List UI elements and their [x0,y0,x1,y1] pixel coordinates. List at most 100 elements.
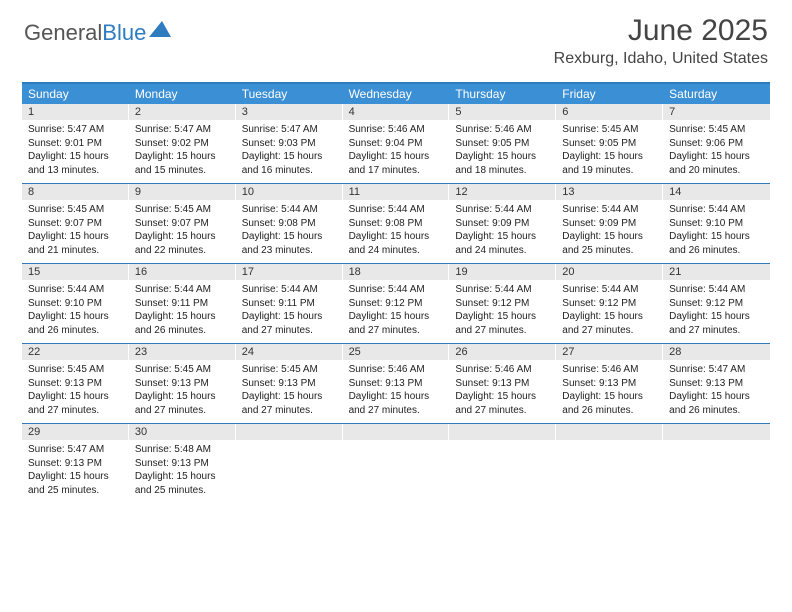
day-details: Sunrise: 5:46 AMSunset: 9:13 PMDaylight:… [449,360,556,417]
sunrise-line: Sunrise: 5:46 AM [349,123,444,137]
location-label: Rexburg, Idaho, United States [554,50,768,68]
sunrise-line: Sunrise: 5:47 AM [28,443,123,457]
daylight-line: Daylight: 15 hours and 21 minutes. [28,230,123,257]
calendar-cell: 29Sunrise: 5:47 AMSunset: 9:13 PMDayligh… [22,424,129,503]
daylight-line: Daylight: 15 hours and 13 minutes. [28,150,123,177]
sunrise-line: Sunrise: 5:47 AM [135,123,230,137]
day-header-thursday: Thursday [449,84,556,104]
sunrise-line: Sunrise: 5:46 AM [562,363,657,377]
logo: GeneralBlue [24,14,171,46]
calendar-cell: 26Sunrise: 5:46 AMSunset: 9:13 PMDayligh… [449,344,556,423]
day-number: 7 [663,104,770,120]
daylight-line: Daylight: 15 hours and 17 minutes. [349,150,444,177]
logo-text-general: General [24,20,102,46]
sunset-line: Sunset: 9:13 PM [135,457,230,471]
calendar-cell: 6Sunrise: 5:45 AMSunset: 9:05 PMDaylight… [556,104,663,183]
day-header-row: SundayMondayTuesdayWednesdayThursdayFrid… [22,84,770,104]
calendar-cell: . [556,424,663,503]
day-number: 5 [449,104,556,120]
day-header-friday: Friday [556,84,663,104]
day-number: 8 [22,184,129,200]
day-number: 25 [343,344,450,360]
logo-text-blue: Blue [102,20,146,46]
sunset-line: Sunset: 9:10 PM [28,297,123,311]
day-number: 22 [22,344,129,360]
sunset-line: Sunset: 9:11 PM [135,297,230,311]
sunset-line: Sunset: 9:04 PM [349,137,444,151]
day-number: 6 [556,104,663,120]
daylight-line: Daylight: 15 hours and 15 minutes. [135,150,230,177]
sunrise-line: Sunrise: 5:45 AM [28,363,123,377]
sunrise-line: Sunrise: 5:48 AM [135,443,230,457]
sunset-line: Sunset: 9:03 PM [242,137,337,151]
weeks-container: 1Sunrise: 5:47 AMSunset: 9:01 PMDaylight… [22,104,770,503]
daylight-line: Daylight: 15 hours and 27 minutes. [349,310,444,337]
sunset-line: Sunset: 9:05 PM [455,137,550,151]
calendar-cell: 17Sunrise: 5:44 AMSunset: 9:11 PMDayligh… [236,264,343,343]
calendar-cell: 30Sunrise: 5:48 AMSunset: 9:13 PMDayligh… [129,424,236,503]
calendar-cell: 14Sunrise: 5:44 AMSunset: 9:10 PMDayligh… [663,184,770,263]
sunrise-line: Sunrise: 5:44 AM [242,203,337,217]
day-details: Sunrise: 5:44 AMSunset: 9:12 PMDaylight:… [343,280,450,337]
day-details: Sunrise: 5:44 AMSunset: 9:11 PMDaylight:… [129,280,236,337]
sunrise-line: Sunrise: 5:44 AM [28,283,123,297]
title-block: June 2025 Rexburg, Idaho, United States [554,14,768,68]
calendar-cell: 7Sunrise: 5:45 AMSunset: 9:06 PMDaylight… [663,104,770,183]
calendar-cell: 1Sunrise: 5:47 AMSunset: 9:01 PMDaylight… [22,104,129,183]
calendar-cell: 16Sunrise: 5:44 AMSunset: 9:11 PMDayligh… [129,264,236,343]
sunset-line: Sunset: 9:13 PM [242,377,337,391]
calendar-cell: 4Sunrise: 5:46 AMSunset: 9:04 PMDaylight… [343,104,450,183]
daylight-line: Daylight: 15 hours and 16 minutes. [242,150,337,177]
sunrise-line: Sunrise: 5:46 AM [349,363,444,377]
week-row: 15Sunrise: 5:44 AMSunset: 9:10 PMDayligh… [22,264,770,344]
sunset-line: Sunset: 9:12 PM [669,297,764,311]
day-number: 9 [129,184,236,200]
sunset-line: Sunset: 9:13 PM [349,377,444,391]
calendar-cell: 15Sunrise: 5:44 AMSunset: 9:10 PMDayligh… [22,264,129,343]
calendar-cell: 2Sunrise: 5:47 AMSunset: 9:02 PMDaylight… [129,104,236,183]
day-number: 15 [22,264,129,280]
day-number: . [236,424,343,440]
header: GeneralBlue June 2025 Rexburg, Idaho, Un… [0,0,792,74]
calendar-cell: 25Sunrise: 5:46 AMSunset: 9:13 PMDayligh… [343,344,450,423]
sunrise-line: Sunrise: 5:45 AM [669,123,764,137]
daylight-line: Daylight: 15 hours and 22 minutes. [135,230,230,257]
sunset-line: Sunset: 9:13 PM [562,377,657,391]
day-details: Sunrise: 5:47 AMSunset: 9:13 PMDaylight:… [22,440,129,497]
calendar-cell: 9Sunrise: 5:45 AMSunset: 9:07 PMDaylight… [129,184,236,263]
day-number: 16 [129,264,236,280]
day-details: Sunrise: 5:45 AMSunset: 9:07 PMDaylight:… [22,200,129,257]
day-details: Sunrise: 5:44 AMSunset: 9:11 PMDaylight:… [236,280,343,337]
sunrise-line: Sunrise: 5:46 AM [455,363,550,377]
calendar-cell: 28Sunrise: 5:47 AMSunset: 9:13 PMDayligh… [663,344,770,423]
sunset-line: Sunset: 9:12 PM [349,297,444,311]
sunset-line: Sunset: 9:08 PM [349,217,444,231]
daylight-line: Daylight: 15 hours and 27 minutes. [455,310,550,337]
day-details: Sunrise: 5:46 AMSunset: 9:13 PMDaylight:… [343,360,450,417]
calendar: SundayMondayTuesdayWednesdayThursdayFrid… [22,82,770,503]
day-number: . [556,424,663,440]
sunset-line: Sunset: 9:07 PM [135,217,230,231]
day-details: Sunrise: 5:47 AMSunset: 9:13 PMDaylight:… [663,360,770,417]
day-number: 14 [663,184,770,200]
day-details: Sunrise: 5:44 AMSunset: 9:10 PMDaylight:… [22,280,129,337]
calendar-cell: 21Sunrise: 5:44 AMSunset: 9:12 PMDayligh… [663,264,770,343]
day-number: . [663,424,770,440]
day-number: 23 [129,344,236,360]
sunrise-line: Sunrise: 5:44 AM [135,283,230,297]
sunrise-line: Sunrise: 5:44 AM [562,203,657,217]
calendar-cell: . [236,424,343,503]
day-number: 28 [663,344,770,360]
calendar-cell: 11Sunrise: 5:44 AMSunset: 9:08 PMDayligh… [343,184,450,263]
daylight-line: Daylight: 15 hours and 23 minutes. [242,230,337,257]
sunrise-line: Sunrise: 5:45 AM [242,363,337,377]
daylight-line: Daylight: 15 hours and 26 minutes. [28,310,123,337]
daylight-line: Daylight: 15 hours and 27 minutes. [562,310,657,337]
sunrise-line: Sunrise: 5:44 AM [669,283,764,297]
day-number: 2 [129,104,236,120]
daylight-line: Daylight: 15 hours and 25 minutes. [28,470,123,497]
sunset-line: Sunset: 9:11 PM [242,297,337,311]
week-row: 8Sunrise: 5:45 AMSunset: 9:07 PMDaylight… [22,184,770,264]
sunset-line: Sunset: 9:13 PM [28,457,123,471]
day-number: . [449,424,556,440]
